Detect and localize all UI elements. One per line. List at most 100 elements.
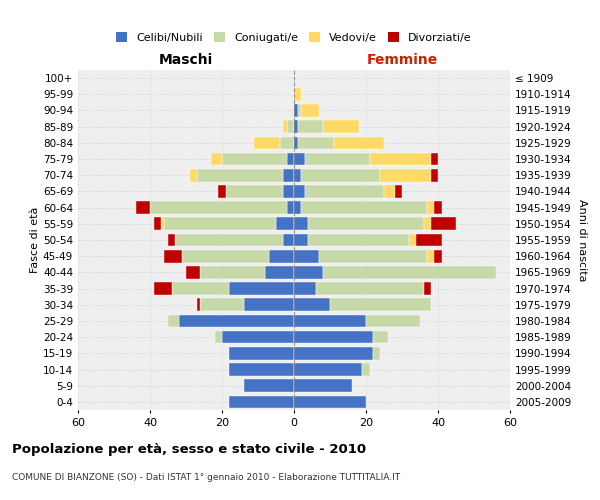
Bar <box>269 250 294 262</box>
Bar <box>294 314 366 328</box>
Bar <box>287 202 294 214</box>
Bar <box>431 218 456 230</box>
Bar <box>294 152 305 166</box>
Bar <box>222 152 287 166</box>
Bar <box>190 169 197 181</box>
Y-axis label: Fasce di età: Fasce di età <box>30 207 40 273</box>
Bar <box>229 363 294 376</box>
Bar <box>197 298 200 311</box>
Bar <box>308 234 409 246</box>
Bar <box>161 218 164 230</box>
Bar <box>283 234 294 246</box>
Bar <box>323 120 359 133</box>
Bar <box>294 185 305 198</box>
Text: Maschi: Maschi <box>159 52 213 66</box>
Bar <box>384 185 395 198</box>
Bar <box>294 363 362 376</box>
Bar <box>294 120 298 133</box>
Bar <box>416 234 442 246</box>
Bar <box>197 169 283 181</box>
Bar <box>373 347 380 360</box>
Bar <box>283 120 287 133</box>
Bar <box>294 347 373 360</box>
Bar <box>244 380 294 392</box>
Bar <box>395 185 402 198</box>
Bar <box>294 282 316 295</box>
Bar <box>427 250 434 262</box>
Bar <box>154 218 161 230</box>
Bar <box>380 169 431 181</box>
Bar <box>294 250 319 262</box>
Bar <box>334 136 384 149</box>
Text: Popolazione per età, sesso e stato civile - 2010: Popolazione per età, sesso e stato civil… <box>12 442 366 456</box>
Bar <box>294 218 308 230</box>
Bar <box>186 266 200 278</box>
Bar <box>150 202 287 214</box>
Bar <box>276 218 294 230</box>
Bar <box>319 250 427 262</box>
Bar <box>200 298 244 311</box>
Bar <box>229 347 294 360</box>
Bar <box>294 298 330 311</box>
Bar <box>294 136 298 149</box>
Bar <box>215 331 222 344</box>
Bar <box>330 298 431 311</box>
Bar <box>226 185 283 198</box>
Bar <box>294 396 366 408</box>
Bar <box>431 169 438 181</box>
Bar <box>305 152 370 166</box>
Y-axis label: Anni di nascita: Anni di nascita <box>577 198 587 281</box>
Bar <box>294 169 301 181</box>
Bar <box>172 282 229 295</box>
Bar <box>323 266 496 278</box>
Bar <box>424 282 431 295</box>
Legend: Celibi/Nubili, Coniugati/e, Vedovi/e, Divorziati/e: Celibi/Nubili, Coniugati/e, Vedovi/e, Di… <box>112 28 476 48</box>
Bar <box>431 152 438 166</box>
Bar <box>294 104 298 117</box>
Bar <box>287 152 294 166</box>
Bar <box>298 120 323 133</box>
Bar <box>294 202 301 214</box>
Bar <box>301 202 427 214</box>
Bar <box>280 136 294 149</box>
Bar <box>222 331 294 344</box>
Bar <box>168 314 179 328</box>
Bar <box>175 234 283 246</box>
Bar <box>283 185 294 198</box>
Bar <box>298 104 301 117</box>
Bar <box>168 234 175 246</box>
Bar <box>316 282 424 295</box>
Bar <box>301 169 380 181</box>
Bar <box>265 266 294 278</box>
Bar <box>370 152 431 166</box>
Bar <box>373 331 388 344</box>
Bar <box>294 266 323 278</box>
Bar <box>254 136 280 149</box>
Text: COMUNE DI BIANZONE (SO) - Dati ISTAT 1° gennaio 2010 - Elaborazione TUTTITALIA.I: COMUNE DI BIANZONE (SO) - Dati ISTAT 1° … <box>12 472 400 482</box>
Bar <box>200 266 265 278</box>
Bar <box>434 202 442 214</box>
Bar <box>301 104 319 117</box>
Bar <box>154 282 172 295</box>
Bar <box>294 234 308 246</box>
Bar <box>283 169 294 181</box>
Bar <box>294 380 352 392</box>
Bar <box>218 185 226 198</box>
Bar <box>164 250 182 262</box>
Bar <box>366 314 420 328</box>
Bar <box>182 250 269 262</box>
Bar <box>164 218 276 230</box>
Bar <box>179 314 294 328</box>
Bar <box>424 218 431 230</box>
Bar <box>229 282 294 295</box>
Bar <box>229 396 294 408</box>
Bar <box>244 298 294 311</box>
Bar <box>298 136 334 149</box>
Bar <box>305 185 384 198</box>
Text: Femmine: Femmine <box>367 52 437 66</box>
Bar <box>362 363 370 376</box>
Bar <box>427 202 434 214</box>
Bar <box>211 152 222 166</box>
Bar <box>308 218 424 230</box>
Bar <box>287 120 294 133</box>
